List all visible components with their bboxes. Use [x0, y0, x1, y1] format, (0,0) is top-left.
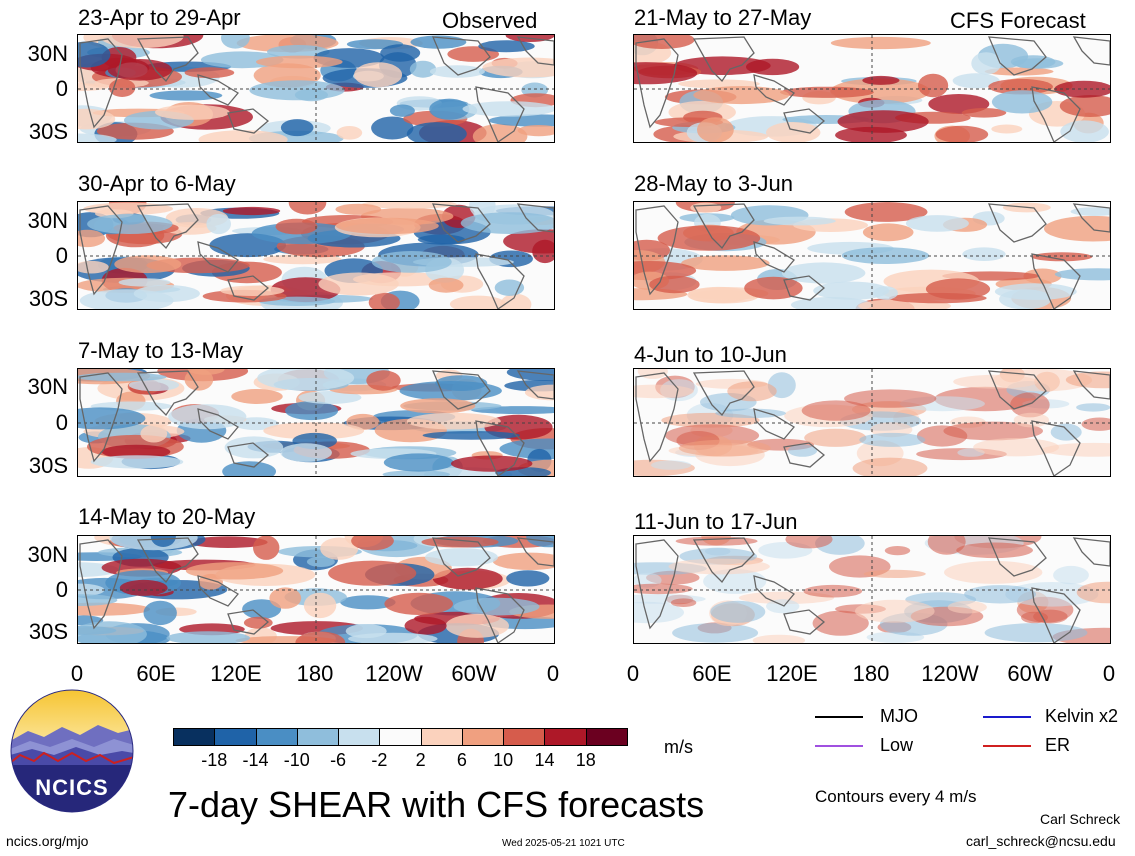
legend-line-kelvin: [983, 716, 1031, 718]
legend-line-low: [815, 745, 863, 747]
colorbar-tick-label: -10: [283, 750, 310, 770]
lat-label-0: 0: [55, 243, 68, 268]
forecast-map-1: [633, 34, 1111, 143]
forecast-panel-4-title: 11-Jun to 17-Jun: [634, 509, 798, 534]
legend-label-er: ER: [1045, 735, 1071, 755]
forecast-label: CFS Forecast: [950, 8, 1086, 33]
lat-label-30n: 30N: [27, 374, 68, 399]
lon-label-0: 0: [626, 661, 640, 686]
observed-label: Observed: [442, 8, 538, 33]
colorbar-unit: m/s: [664, 737, 693, 757]
colorbar-tick-label: -18: [201, 750, 228, 770]
forecast-panel-2-title: 28-May to 3-Jun: [634, 171, 793, 196]
shear-field: [78, 202, 554, 309]
lat-label-0: 0: [55, 410, 68, 435]
lat-label-30s: 30S: [28, 286, 68, 311]
legend-label-kelvin: Kelvin x2: [1045, 706, 1119, 726]
colorbar-swatch: [379, 728, 422, 746]
shear-field: [78, 35, 554, 142]
lon-label-60w: 60W: [451, 661, 497, 686]
colorbar-swatch: [173, 728, 216, 746]
observed-panel-2-title: 30-Apr to 6-May: [78, 171, 236, 196]
observed-panel-4-title: 14-May to 20-May: [78, 504, 256, 529]
observed-map-3: [77, 368, 555, 477]
forecast-map-4: [633, 535, 1111, 644]
lon-label-180: 180: [852, 661, 890, 686]
colorbar-swatch: [461, 728, 505, 746]
site-link[interactable]: ncics.org/mjo: [6, 833, 89, 849]
colorbar-swatch: [544, 728, 587, 746]
colorbar-swatch: [338, 728, 381, 746]
lat-label-30n: 30N: [27, 542, 68, 567]
observed-panel-1-title: 23-Apr to 29-Apr: [78, 5, 241, 30]
forecast-map-3: [633, 368, 1111, 477]
colorbar-swatch: [214, 728, 257, 746]
legend-label-low: Low: [880, 735, 914, 755]
lat-label-30s: 30S: [28, 453, 68, 478]
observed-panel-3-title: 7-May to 13-May: [78, 338, 244, 363]
shear-field: [634, 536, 1110, 643]
lon-label-0: 0: [70, 661, 84, 686]
lat-label-0: 0: [55, 76, 68, 101]
colorbar-tick-label: -2: [371, 750, 388, 770]
timestamp: Wed 2025-05-21 1021 UTC: [502, 838, 625, 849]
author-email: carl_schreck@ncsu.edu: [966, 833, 1116, 849]
lat-label-30s: 30S: [28, 619, 68, 644]
shear-field: [634, 369, 1110, 476]
colorbar-tick-label: -6: [330, 750, 347, 770]
contour-note: Contours every 4 m/s: [815, 787, 977, 806]
lon-label-0: 0: [546, 661, 560, 686]
lon-label-0: 0: [1102, 661, 1116, 686]
lat-label-0: 0: [55, 577, 68, 602]
colorbar: [173, 728, 628, 746]
colorbar-ticks: -18 -14 -10 -6 -2 2 6 10 14 18: [158, 750, 638, 772]
lon-label-120w: 120W: [921, 661, 979, 686]
colorbar-tick-label: -14: [242, 750, 269, 770]
lon-label-60e: 60E: [692, 661, 732, 686]
main-title: 7-day SHEAR with CFS forecasts: [168, 784, 705, 825]
lon-label-60e: 60E: [136, 661, 176, 686]
legend-label-mjo: MJO: [880, 706, 918, 726]
legend-line-er: [983, 745, 1031, 747]
forecast-map-2: [633, 201, 1111, 310]
colorbar-swatch: [296, 728, 340, 746]
lon-label-120e: 120E: [766, 661, 818, 686]
legend-line-mjo: [815, 716, 863, 718]
lon-label-180: 180: [296, 661, 334, 686]
lon-label-120w: 120W: [365, 661, 423, 686]
colorbar-tick-label: 6: [456, 750, 467, 770]
author: Carl Schreck: [1040, 811, 1121, 827]
logo-text: NCICS: [35, 775, 109, 800]
lon-label-120e: 120E: [210, 661, 262, 686]
lon-label-60w: 60W: [1007, 661, 1053, 686]
colorbar-swatch: [503, 728, 546, 746]
colorbar-tick-label: 14: [534, 750, 555, 770]
observed-map-1: [77, 34, 555, 143]
ncics-logo: NCICS: [10, 689, 134, 813]
forecast-panel-1-title: 21-May to 27-May: [634, 5, 812, 30]
colorbar-tick-label: 10: [493, 750, 514, 770]
shear-field: [78, 369, 554, 476]
colorbar-tick-label: 18: [575, 750, 596, 770]
shear-field: [634, 202, 1110, 309]
colorbar-tick-label: 2: [415, 750, 426, 770]
forecast-panel-3-title: 4-Jun to 10-Jun: [634, 342, 787, 367]
colorbar-swatch: [255, 728, 298, 746]
lat-label-30n: 30N: [27, 208, 68, 233]
observed-map-2: [77, 201, 555, 310]
colorbar-swatch: [420, 728, 463, 746]
lat-label-30s: 30S: [28, 119, 68, 144]
colorbar-swatch: [585, 728, 628, 746]
shear-field: [634, 35, 1110, 142]
lat-label-30n: 30N: [27, 41, 68, 66]
shear-field: [78, 536, 554, 643]
observed-map-4: [77, 535, 555, 644]
